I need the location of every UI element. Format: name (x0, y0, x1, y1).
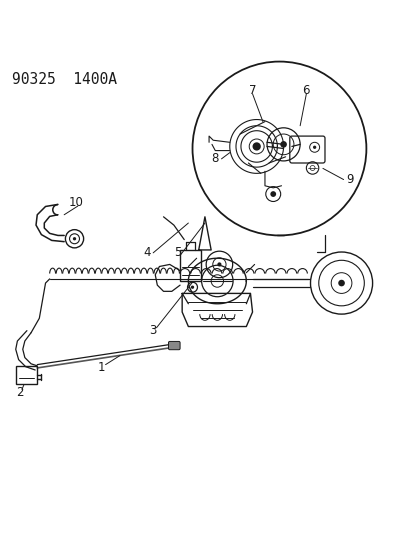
Circle shape (73, 237, 76, 240)
Circle shape (190, 286, 194, 289)
Circle shape (252, 142, 260, 151)
Text: 2: 2 (16, 386, 24, 399)
Circle shape (217, 262, 221, 266)
Text: 7: 7 (248, 84, 256, 97)
Circle shape (337, 280, 344, 286)
Text: 3: 3 (149, 324, 157, 337)
Text: 9: 9 (345, 173, 353, 186)
Text: 8: 8 (211, 152, 218, 165)
Text: 10: 10 (69, 196, 84, 209)
Text: 5: 5 (174, 246, 181, 259)
Text: 4: 4 (143, 246, 150, 259)
FancyBboxPatch shape (168, 342, 180, 350)
Circle shape (280, 141, 286, 148)
Text: 6: 6 (302, 84, 309, 97)
Circle shape (270, 191, 275, 197)
Circle shape (312, 146, 316, 149)
Text: 90325  1400A: 90325 1400A (12, 72, 117, 87)
Text: 1: 1 (97, 361, 105, 374)
